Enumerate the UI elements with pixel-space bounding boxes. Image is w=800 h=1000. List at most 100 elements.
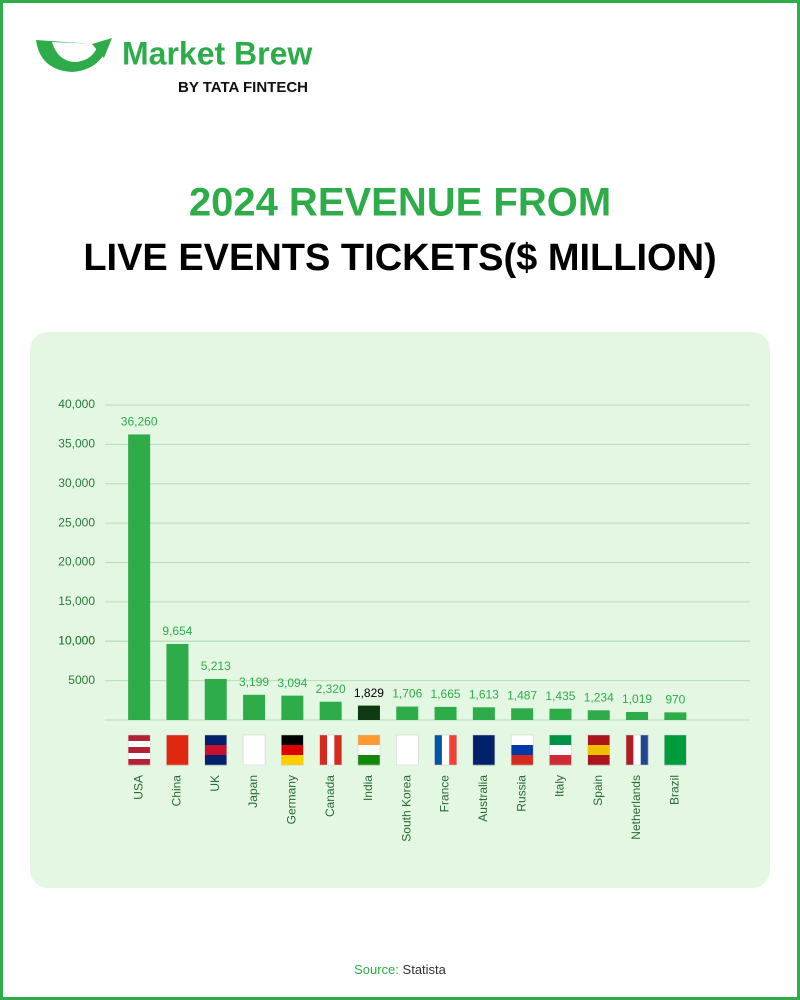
x-tick-label: Canada [323,775,337,817]
bar [319,701,342,720]
flag-stripe [128,753,151,760]
y-tick-label: 5000 [68,673,95,687]
flag-frame [166,734,189,766]
flag [396,734,419,766]
x-tick-label: Germany [285,775,299,824]
flag-stripe [204,745,227,756]
x-tick-label: China [170,775,184,807]
flag-stripe [549,735,572,746]
y-tick-label: 15,000 [58,594,95,608]
flag-frame [472,734,496,766]
source-note: Source: Statista [354,962,447,977]
flag-stripe [319,735,328,765]
value-label: 5,213 [201,659,231,673]
bar [128,434,151,720]
flag [127,734,151,766]
flag-stripe [587,735,610,746]
flag-stripe [640,735,649,765]
value-label: 1,613 [469,687,499,701]
value-label: 1,019 [622,692,652,706]
flag-stripe [472,735,495,766]
value-label: 3,094 [277,676,307,690]
bar [549,708,572,720]
flag [625,734,649,766]
flag-stripe [511,745,534,756]
flag-stripe [441,735,450,765]
chart-subtitle: LIVE EVENTS TICKETS($ MILLION) [83,237,716,279]
flag-frame [357,734,381,766]
flag-stripe [128,741,151,748]
y-tick-label: 30,000 [58,476,95,490]
flag-stripe [511,735,534,746]
flag [166,734,189,766]
source-label: Source: [354,962,399,977]
logo-tagline: BY TATA FINTECH [178,79,308,96]
bar [281,695,304,720]
flag [357,734,381,766]
flag-stripe [128,735,151,742]
value-label: 3,199 [239,675,269,689]
y-tick-label: 10,000 [58,633,95,647]
x-tick-label: UK [208,775,222,792]
y-tick-label: 20,000 [58,555,95,569]
flag-frame [204,734,227,766]
y-tick-label: 40,000 [58,397,95,411]
y-tick-label: 35,000 [58,437,95,451]
value-label: 1,487 [507,688,537,702]
chart-title: 2024 REVENUE FROM [189,181,611,225]
flag-stripe [626,735,634,765]
flag [510,734,534,766]
flag-frame [549,734,572,766]
value-label: 36,260 [121,415,158,429]
x-tick-label: Russia [514,775,528,812]
x-tick-label: Italy [553,775,567,797]
y-tick-label: 25,000 [58,515,95,529]
flag-stripe [396,735,419,766]
value-label: 1,665 [431,687,461,701]
bar [511,708,534,720]
x-tick-label: France [438,775,452,813]
flag-frame [127,734,151,766]
flag-stripe [434,735,443,765]
flag-stripe [357,735,380,746]
bar [204,678,227,720]
x-tick-label: USA [131,775,145,800]
bar [626,711,649,720]
flag-frame [242,734,266,766]
plot: 500010,00015,00020,00025,00010,00030,000… [58,397,750,842]
flag-stripe [334,735,342,765]
flag-frame [319,734,342,766]
flag-stripe [281,745,304,756]
bar [472,707,495,720]
flag-stripe [633,735,642,765]
flag-stripe [243,735,266,766]
flag-frame [281,734,304,766]
flag-stripe [549,755,572,766]
bar [396,706,419,720]
value-label: 1,234 [584,690,614,704]
flag [434,734,457,766]
bar [243,694,266,720]
flag-stripe [166,735,189,766]
y-tick-label: 10,000 [58,633,95,647]
flag-frame [510,734,534,766]
flag [319,734,342,766]
flag-frame [434,734,457,766]
x-tick-label: India [361,775,375,801]
flag-frame [587,734,610,766]
bar [357,705,380,720]
bar [166,643,189,720]
x-tick-label: Spain [591,775,605,806]
flag-stripe [281,735,304,746]
flag-stripe [204,735,227,746]
flag-stripe [281,755,304,766]
flag [281,734,304,766]
source: Statista [403,962,447,977]
bar [434,706,457,720]
value-label: 1,829 [354,686,384,700]
flag-stripe [326,735,335,765]
flag-stripe [204,755,227,766]
flag-stripe [128,759,151,766]
flag [242,734,266,766]
